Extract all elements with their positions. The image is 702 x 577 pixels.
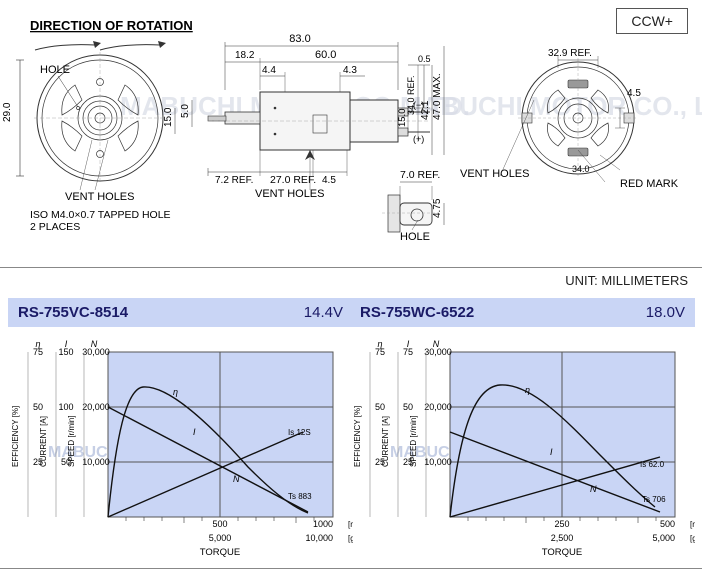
- vent-holes-label-1: VENT HOLES: [65, 191, 135, 203]
- chart-svg-1[interactable]: MABUCHI MOTOR CO., LTD. η I N 75 75 30,0…: [350, 327, 695, 559]
- red-mark-label: RED MARK: [620, 178, 679, 190]
- cur-val-1-0: 75: [403, 347, 413, 357]
- spd-val-0-1: 20,000: [82, 402, 110, 412]
- current-line-end-0: Is 12S: [288, 428, 311, 437]
- ccw-badge: CCW+: [616, 8, 688, 34]
- ccw-label-text: CCW+: [631, 13, 673, 29]
- x-axis-title-0: TORQUE: [200, 547, 240, 558]
- hole-label: HOLE: [40, 64, 70, 76]
- dim-47-0-max-label: 47.0 MAX.: [432, 73, 443, 120]
- cur-val-0-0: 150: [58, 347, 73, 357]
- small-side-view: 7.0 REF. 4.75 HOLE: [382, 169, 444, 243]
- y-eff-label-1: EFFICIENCY [%]: [353, 406, 362, 467]
- dim-4-75-label: 4.75: [432, 198, 443, 218]
- spd-val-1-2: 10,000: [424, 457, 452, 467]
- dim-4-4-label: 4.4: [262, 65, 276, 76]
- dim-15-0-left-label: 15.0: [163, 107, 174, 127]
- eff-val-1-0: 75: [375, 347, 385, 357]
- vent-holes-label-2: VENT HOLES: [255, 188, 325, 200]
- y-spd-label-1: SPEED [r/min]: [409, 415, 418, 467]
- dim-60-0-label: 60.0: [315, 49, 336, 61]
- dim-5-0-label: 5.0: [180, 104, 191, 118]
- dim-18-2-label: 18.2: [235, 50, 255, 61]
- direction-rotation-label: DIRECTION OF ROTATION: [30, 18, 193, 33]
- front-circular-view: HOLE 29.0 VENT HOLES ISO M4.0×0.7 TAPPED…: [2, 52, 171, 233]
- chart-voltage-0: 14.4V: [304, 304, 343, 321]
- motor-diagram-section: CCW+ MABUCHI MOTOR CO., LTD. MABUCHI MOT…: [0, 0, 702, 268]
- chart-card-1: RS-755WC-6522 18.0V MABUCHI MOTOR CO., L…: [350, 298, 695, 558]
- dim-29-label: 29.0: [2, 102, 13, 122]
- dim-4-5-rear-label: 4.5: [627, 88, 641, 99]
- eff-val-0-1: 50: [33, 402, 43, 412]
- x-end-0: 1000: [313, 519, 333, 529]
- spd-val-0-0: 30,000: [82, 347, 110, 357]
- chart-header-1: RS-755WC-6522 18.0V: [350, 298, 695, 327]
- chart-model-0: RS-755VC-8514: [18, 304, 128, 321]
- spd-val-1-0: 30,000: [424, 347, 452, 357]
- x-end-gcm-1: 5,000: [652, 533, 675, 543]
- performance-charts-section: RS-755VC-8514 14.4V MABUCHI MOTOR CO., L…: [0, 298, 702, 563]
- tapped-hole-label: ISO M4.0×0.7 TAPPED HOLE: [30, 209, 171, 221]
- unit-gcm-1: [g·cm]: [690, 534, 695, 543]
- x-mid-gcm-1: 2,500: [551, 533, 574, 543]
- technical-drawing-svg: MABUCHI MOTOR CO., LTD. MABUCHI MOTOR CO…: [0, 0, 702, 268]
- bottom-divider: [0, 568, 702, 569]
- spd-val-1-1: 20,000: [424, 402, 452, 412]
- x-end-1: 500: [660, 519, 675, 529]
- dim-0-5-label: 0.5: [418, 54, 431, 64]
- y-cur-label-1: CURRENT [A]: [381, 416, 390, 467]
- speed-line-end-0: Ts 883: [288, 492, 312, 501]
- chart-svg-0[interactable]: MABUCHI MOTOR CO., LTD. η I N 75 150 30,…: [8, 327, 353, 559]
- x-end-gcm-0: 10,000: [305, 533, 333, 543]
- plus-label: (+): [413, 134, 424, 144]
- hole-label-2: HOLE: [400, 231, 430, 243]
- speed-line-label-0: N: [233, 474, 240, 484]
- eff-curve-label-1: η: [525, 385, 530, 395]
- dim-7-0-ref-label: 7.0 REF.: [400, 169, 440, 181]
- unit-mnm-1: [mN·m]: [690, 520, 695, 529]
- cur-val-0-1: 100: [58, 402, 73, 412]
- vent-holes-label-3: VENT HOLES: [460, 168, 530, 180]
- eff-val-0-0: 75: [33, 347, 43, 357]
- cur-val-1-1: 50: [403, 402, 413, 412]
- watermark-text-2: MABUCHI MOTOR CO., LTD.: [400, 91, 702, 121]
- x-mid-0: 500: [212, 519, 227, 529]
- chart-voltage-1: 18.0V: [646, 304, 685, 321]
- dim-32-9-ref-label: 32.9 REF.: [548, 48, 592, 59]
- dim-27-0-ref-label: 27.0 REF.: [270, 174, 316, 186]
- x-mid-gcm-0: 5,000: [209, 533, 232, 543]
- spd-val-0-2: 10,000: [82, 457, 110, 467]
- places-label: 2 PLACES: [30, 221, 80, 233]
- dim-4-3-label: 4.3: [343, 65, 357, 76]
- dim-34-0-label: 34.0: [572, 164, 590, 174]
- dim-42-1-label: 42.1: [420, 100, 431, 120]
- dim-34-0-ref-label: 34.0 REF.: [406, 75, 416, 115]
- speed-line-end-1: Ts 706: [642, 495, 666, 504]
- y-cur-label-0: CURRENT [A]: [39, 416, 48, 467]
- speed-line-label-1: N: [590, 484, 597, 494]
- eff-curve-label-0: η: [173, 387, 178, 397]
- dim-83-label: 83.0: [289, 33, 310, 45]
- dim-7-2-ref-label: 7.2 REF.: [215, 175, 253, 186]
- chart-model-1: RS-755WC-6522: [360, 304, 474, 321]
- eff-val-1-1: 50: [375, 402, 385, 412]
- chart-card-0: RS-755VC-8514 14.4V MABUCHI MOTOR CO., L…: [8, 298, 353, 558]
- unit-label: UNIT: MILLIMETERS: [565, 273, 688, 288]
- x-axis-title-1: TORQUE: [542, 547, 582, 558]
- y-eff-label-0: EFFICIENCY [%]: [11, 406, 20, 467]
- x-mid-1: 250: [554, 519, 569, 529]
- chart-header-0: RS-755VC-8514 14.4V: [8, 298, 353, 327]
- dim-4-5-label: 4.5: [322, 175, 336, 186]
- y-spd-label-0: SPEED [r/min]: [67, 415, 76, 467]
